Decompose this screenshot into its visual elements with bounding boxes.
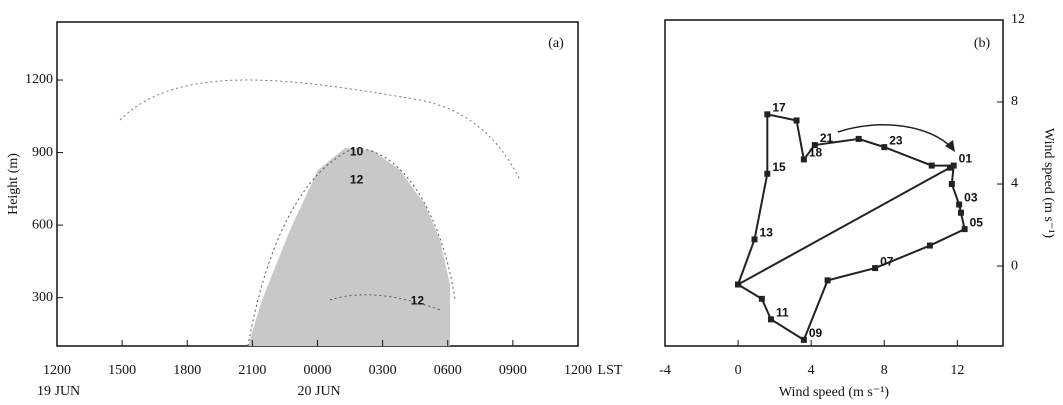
x-tick-label: 0000: [304, 363, 332, 378]
point: [948, 181, 955, 188]
panel-label: (a): [548, 36, 564, 51]
y-tick-label: 600: [32, 217, 53, 232]
point-label: 05: [970, 215, 984, 229]
x-tick-label: 1500: [108, 363, 136, 378]
x-tick-label: 0600: [434, 363, 462, 378]
x-tick-label: 4: [808, 363, 815, 378]
x-tick-label: 0300: [369, 363, 397, 378]
panel-b-frame: [664, 19, 1004, 347]
point: [928, 162, 935, 169]
point-label: 09: [809, 326, 823, 340]
point-label: 13: [760, 226, 774, 240]
point-label: 11: [776, 306, 789, 320]
contour-label: 12: [350, 173, 364, 187]
point: [872, 265, 879, 272]
x-tick-label: 8: [881, 363, 888, 378]
point-label: 18: [809, 146, 823, 160]
point: [961, 226, 968, 233]
contour: [329, 294, 441, 311]
y-tick-label: 8: [1011, 94, 1018, 109]
x-axis-label: Wind speed (m s⁻¹): [779, 385, 890, 400]
point-label: 07: [880, 254, 894, 268]
x-tick-label: 1800: [173, 363, 201, 378]
x-tick-label: 2100: [238, 363, 266, 378]
point: [764, 170, 771, 177]
panel-label: (b): [974, 36, 991, 51]
y-axis-label: Wind speed (m s⁻¹): [1041, 128, 1056, 239]
point: [800, 336, 807, 343]
x-tick-label: -4: [659, 363, 671, 378]
point: [957, 209, 964, 216]
y-tick-label: 900: [32, 145, 53, 160]
point-label: 15: [772, 160, 786, 174]
point-label: 21: [820, 131, 834, 145]
point-label: 01: [959, 152, 973, 166]
shaded-region: [248, 148, 450, 346]
point: [947, 164, 954, 171]
contour-label: 10: [350, 145, 364, 159]
x-tick-label: 1200: [43, 363, 71, 378]
point: [764, 111, 771, 118]
point: [811, 142, 818, 149]
point: [881, 144, 888, 151]
y-tick-label: 4: [1011, 176, 1018, 191]
point-label: 23: [889, 133, 903, 147]
x-tick-label: 0900: [499, 363, 527, 378]
x-tick-label: 1200: [564, 363, 592, 378]
contour-label: 12: [411, 293, 425, 307]
point: [735, 281, 742, 288]
y-tick-label: 1200: [25, 72, 53, 87]
point: [950, 162, 957, 169]
point: [751, 236, 758, 243]
y-tick-label: 300: [32, 290, 53, 305]
point: [793, 117, 800, 124]
y-tick-label: 12: [1011, 12, 1025, 27]
point: [767, 316, 774, 323]
point: [926, 242, 933, 249]
point: [800, 156, 807, 163]
rotation-arrow: [837, 124, 953, 149]
contour: [119, 79, 521, 181]
point-label: 17: [772, 100, 786, 114]
x-tick-label: 0: [735, 363, 742, 378]
point: [758, 295, 765, 302]
arrowhead: [945, 140, 955, 152]
date-label: 19 JUN: [37, 384, 80, 399]
x-tick-label: 12: [950, 363, 964, 378]
point: [855, 135, 862, 142]
point: [956, 201, 963, 208]
x-unit: LST: [598, 363, 623, 378]
date-label: 20 JUN: [298, 384, 341, 399]
point-label: 03: [964, 191, 978, 205]
point: [824, 277, 831, 284]
y-tick-label: 0: [1011, 258, 1018, 273]
y-axis-label: Height (m): [6, 153, 21, 215]
